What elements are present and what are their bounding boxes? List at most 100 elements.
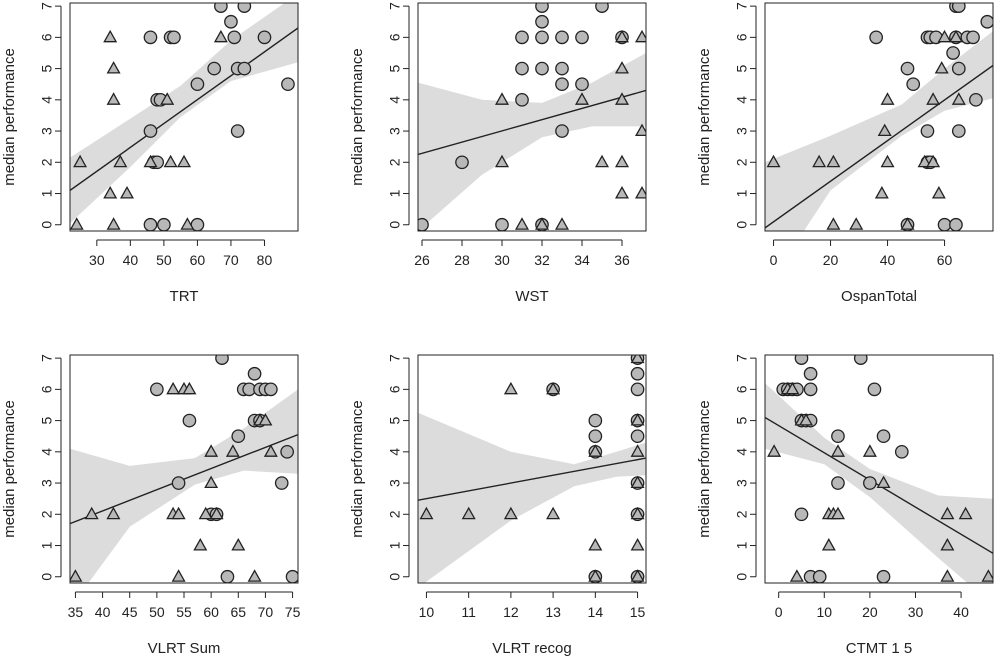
x-tick-label: 55 [176,604,192,620]
data-point-circle [220,569,235,583]
y-tick-label: 2 [387,510,403,518]
confidence-band [418,412,646,583]
data-point-triangle [225,444,240,457]
plot-frame [69,2,299,232]
data-point-circle [900,61,915,76]
data-point-triangle [614,29,630,43]
data-point-triangle [798,413,814,426]
y-tick-label: 3 [387,479,403,487]
x-tick-label: 15 [630,604,646,620]
x-tick-label: 70 [258,604,274,620]
y-tick-label: 0 [734,573,750,581]
x-tick-label: 0 [770,252,778,268]
plot-area [418,3,646,231]
x-tick-label: 10 [419,604,435,620]
data-point-circle [980,14,993,29]
y-tick-label: 7 [734,2,750,10]
data-point-circle [231,429,246,444]
data-point-circle [237,3,252,13]
data-point-triangle [247,569,262,582]
data-point-circle [515,92,529,107]
data-point-triangle [900,217,915,230]
x-tick-label: 60 [190,252,206,268]
data-point-triangle [180,217,195,230]
y-tick-label: 1 [387,541,403,549]
data-point-circle [143,217,158,231]
data-point-triangle [213,29,228,43]
data-point-triangle [594,154,610,168]
data-point-triangle [821,537,836,551]
regression-line [765,64,993,229]
y-tick-label: 3 [387,127,403,135]
data-point-triangle [940,569,955,582]
regression-line [418,457,646,501]
data-point-triangle [948,29,963,43]
data-point-triangle [160,92,175,105]
data-point-triangle [830,444,846,457]
x-tick-label: 0 [775,604,783,620]
plot-frame [417,354,647,584]
data-point-circle [535,3,549,13]
y-tick-label: 4 [39,96,55,104]
y-tick-label: 6 [734,33,750,41]
plot-frame [764,354,994,584]
data-point-triangle [951,92,966,105]
data-point-circle [535,30,549,45]
x-axis-label: VLRT Sum [148,640,221,657]
x-tick-label: 30 [89,252,105,268]
x-axis-label: OspanTotal [841,288,917,305]
x-axis-label: TRT [170,288,199,305]
data-point-triangle [630,475,645,489]
data-point-triangle [789,569,804,582]
data-point-circle [630,429,645,444]
data-point-circle [803,366,818,381]
data-point-triangle [931,185,946,199]
data-point-triangle [106,506,121,520]
data-point-triangle [546,506,561,520]
x-axis-label: VLRT recog [492,640,572,657]
data-point-triangle [514,217,530,230]
x-tick-label: 45 [122,604,138,620]
y-tick-label: 2 [734,158,750,166]
data-point-circle [867,382,882,397]
data-point-circle [951,3,966,13]
y-tick-label: 1 [734,541,750,549]
x-tick-label: 80 [257,252,273,268]
data-point-triangle [849,217,864,230]
y-tick-label: 5 [387,64,403,72]
data-point-circle [812,569,827,583]
data-point-circle [588,413,603,428]
data-point-triangle [588,444,603,457]
x-tick-label: 40 [95,604,111,620]
data-point-circle [215,355,229,365]
data-point-triangle [554,217,570,230]
y-tick-label: 0 [387,221,403,229]
data-point-circle [247,366,262,381]
data-point-circle [575,77,589,92]
plot-frame [417,2,647,232]
data-point-triangle [830,506,846,520]
data-point-circle [237,61,252,76]
data-point-circle [274,476,289,490]
data-point-circle [143,124,158,138]
data-point-circle [630,382,645,397]
data-point-triangle [209,506,224,520]
plot-frame [69,354,299,584]
data-point-circle [157,217,171,231]
data-point-circle [285,569,298,583]
data-point-triangle [614,154,630,168]
y-tick-label: 6 [39,33,55,41]
plot-frame [764,2,994,232]
data-point-circle [555,61,569,76]
data-point-circle [853,355,868,365]
data-point-triangle [70,217,84,230]
data-point-triangle [204,475,219,489]
y-tick-label: 0 [734,221,750,229]
data-point-triangle [934,61,949,74]
data-point-triangle [70,569,83,582]
data-point-circle [588,429,603,444]
data-point-triangle [106,217,121,230]
data-point-triangle [630,506,645,520]
data-point-circle [946,46,960,60]
